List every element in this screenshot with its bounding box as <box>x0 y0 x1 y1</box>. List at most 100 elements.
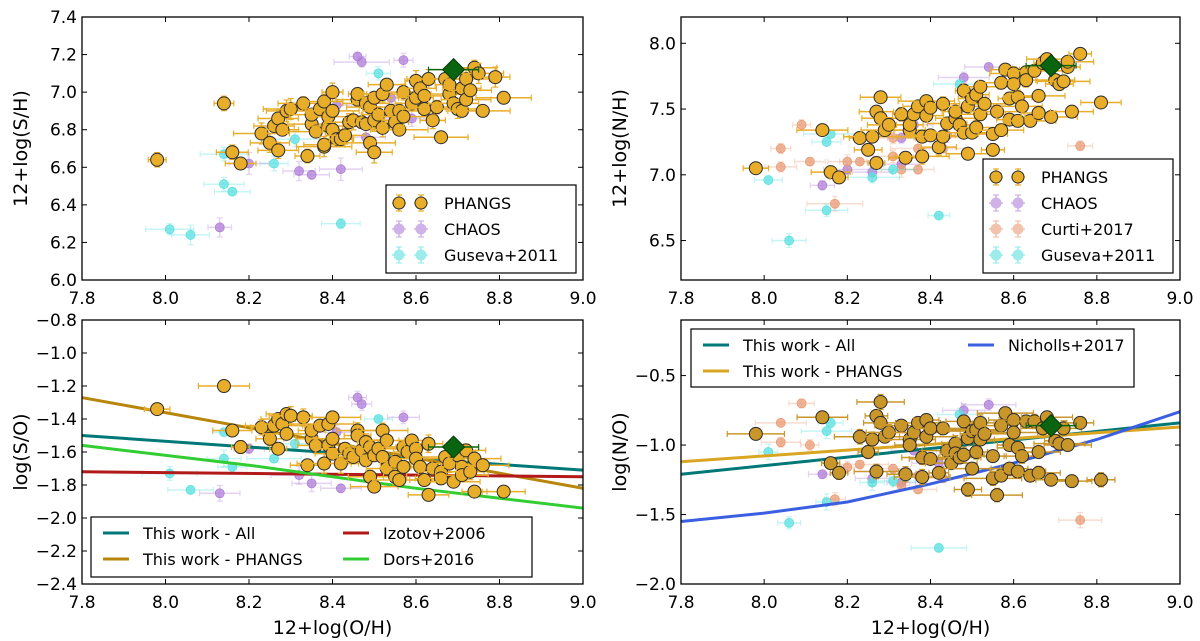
legend-entry-label: Guseva+2011 <box>444 246 558 265</box>
data-point-chaos <box>335 483 346 494</box>
data-point-phangs <box>994 123 1009 138</box>
data-point-phangs <box>969 120 984 135</box>
data-point-phangs <box>434 471 449 486</box>
panel-no: 7.8 8.0 8.2 8.4 8.6 8.8 9.0 −2.0 −1.5 −1.0 −0.5 log… <box>609 319 1194 639</box>
y-tick-label: −1.0 <box>635 436 676 456</box>
y-tick-label: −1.2 <box>36 377 77 397</box>
data-point-phangs <box>1073 46 1088 61</box>
legend-marker <box>1011 246 1025 264</box>
data-point-phangs <box>317 137 332 152</box>
data-point-phangs <box>823 456 838 471</box>
legend: PHANGS CHAOS Guseva+2011 <box>385 184 577 274</box>
data-point-guseva-2011 <box>784 235 795 246</box>
plot-area <box>681 393 1180 553</box>
data-point-phangs <box>216 96 231 111</box>
data-point-phangs <box>325 85 340 100</box>
fit-line-dors-2016 <box>82 443 583 510</box>
fit-line-nicholls-2017 <box>681 410 1180 523</box>
x-tick-label: 8.8 <box>486 593 513 613</box>
data-point-chaos <box>983 399 994 410</box>
data-point-curti-2017 <box>842 156 853 167</box>
data-point-phangs <box>375 120 390 135</box>
data-point-phangs <box>421 487 436 502</box>
y-tick-label: 6.8 <box>50 121 77 141</box>
legend-entry-label: Nicholls+2017 <box>1008 336 1125 355</box>
y-tick-label: 7.0 <box>649 166 676 186</box>
x-tick-label: 8.0 <box>152 593 179 613</box>
data-point-phangs <box>865 432 880 447</box>
data-point-guseva-2011 <box>185 230 196 240</box>
legend-marker <box>1011 194 1025 212</box>
y-tick-label: 6.0 <box>50 271 77 291</box>
data-point-phangs <box>1060 438 1075 453</box>
legend-entry-label: This work - PHANGS <box>142 550 303 569</box>
y-axis-label: 12+log(N/H) <box>609 89 631 208</box>
x-tick-label: 8.4 <box>917 593 944 613</box>
data-point-phangs <box>1056 74 1071 89</box>
data-point-phangs <box>271 143 286 158</box>
data-point-phangs <box>931 465 946 480</box>
legend-entry-label: PHANGS <box>1041 168 1108 187</box>
data-point-phangs <box>994 418 1009 433</box>
this-work-diamond-marker <box>441 57 466 82</box>
x-tick-label: 8.4 <box>319 289 346 309</box>
data-point-guseva-2011 <box>867 477 878 488</box>
data-point-phangs <box>283 408 298 423</box>
legend-marker <box>989 246 1003 264</box>
y-tick-label: 7.0 <box>50 83 77 103</box>
data-point-phangs <box>861 445 876 459</box>
y-axis-label: 12+log(S/H) <box>10 90 32 207</box>
data-point-chaos <box>306 478 317 489</box>
this-work-diamond-marker <box>1039 53 1063 78</box>
y-tick-label: −0.5 <box>635 367 676 387</box>
data-point-phangs <box>1064 474 1079 489</box>
data-point-curti-2017 <box>1075 140 1086 151</box>
legend-box <box>90 516 533 578</box>
x-tick-label: 7.8 <box>667 593 694 613</box>
x-tick-label: 8.6 <box>402 593 429 613</box>
data-point-phangs <box>254 420 269 435</box>
data-point-phangs <box>977 96 992 111</box>
x-tick-label: 8.2 <box>834 289 861 309</box>
data-point-phangs <box>367 479 382 494</box>
data-point-phangs <box>150 402 165 417</box>
legend-entry-label: Izotov+2006 <box>383 524 486 543</box>
data-point-curti-2017 <box>796 119 807 130</box>
x-tick-label: 8.2 <box>235 289 262 309</box>
data-point-phangs <box>467 484 482 499</box>
data-point-guseva-2011 <box>373 414 384 424</box>
legend-marker <box>414 194 428 212</box>
data-point-phangs <box>225 145 240 160</box>
x-axis-label: 12+log(O/H) <box>273 617 393 639</box>
data-point-phangs <box>325 103 340 118</box>
data-point-phangs <box>1044 109 1059 124</box>
legend-entry-label: PHANGS <box>444 194 511 213</box>
x-tick-label: 9.0 <box>569 593 596 613</box>
data-point-phangs <box>496 90 511 105</box>
data-point-guseva-2011 <box>164 224 175 235</box>
data-point-phangs <box>325 431 340 446</box>
plot-area <box>82 379 583 510</box>
data-point-curti-2017 <box>829 198 840 209</box>
data-point-phangs <box>861 142 876 157</box>
y-tick-label: −2.0 <box>635 575 676 595</box>
data-point-curti-2017 <box>1075 515 1086 525</box>
data-point-phangs <box>1019 73 1034 88</box>
x-tick-label: 8.4 <box>319 593 346 613</box>
legend-entry-label: Curti+2017 <box>1041 220 1134 239</box>
y-tick-label: −2.4 <box>36 575 77 595</box>
data-point-phangs <box>300 149 315 164</box>
legend: This work - All This work - PHANGS Nicholl… <box>690 328 1135 388</box>
data-point-phangs <box>283 102 298 117</box>
data-point-phangs <box>832 465 847 480</box>
data-point-guseva-2011 <box>888 476 898 487</box>
data-point-phangs <box>1093 95 1108 110</box>
x-axis-label: 12+log(O/H) <box>871 617 991 639</box>
x-tick-label: 8.4 <box>917 289 944 309</box>
data-point-guseva-2011 <box>821 205 832 216</box>
data-point-phangs <box>985 449 1000 464</box>
x-tick-label: 8.8 <box>1083 289 1110 309</box>
legend-marker <box>392 220 406 238</box>
legend-marker <box>989 194 1003 212</box>
data-point-phangs <box>894 418 909 433</box>
